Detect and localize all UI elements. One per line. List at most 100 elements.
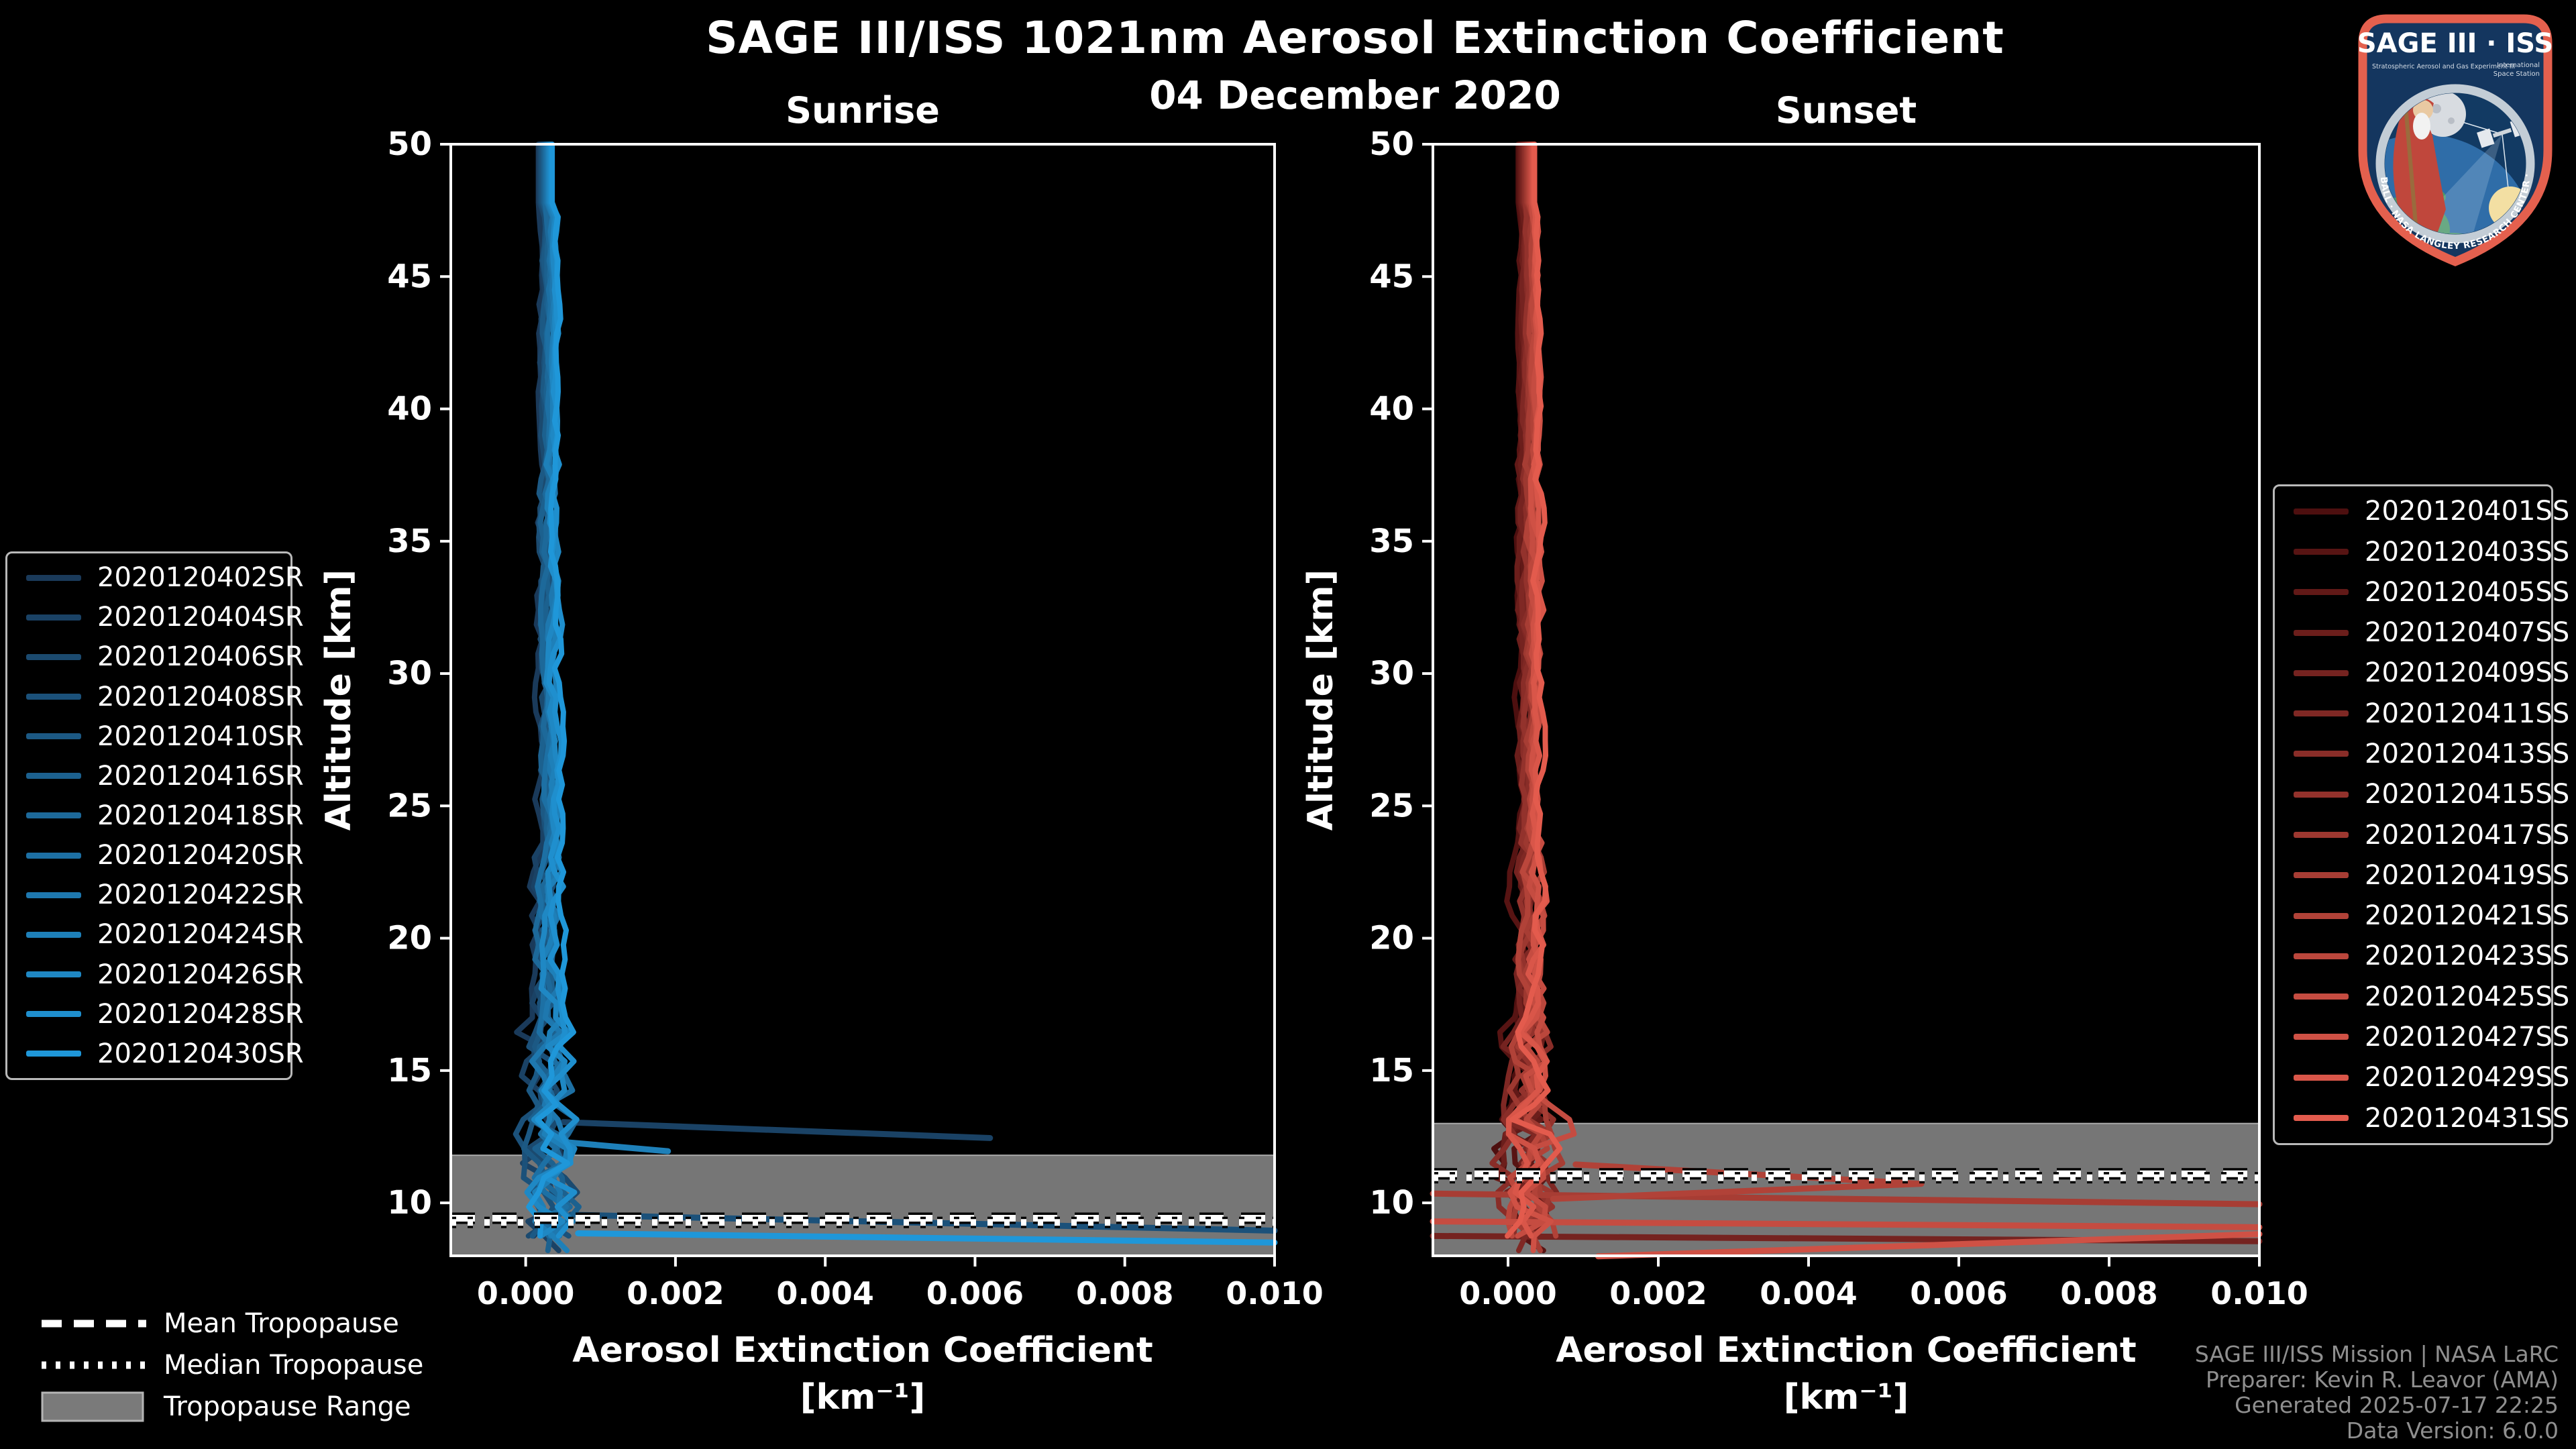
legend-item: 2020120410SR xyxy=(7,721,304,752)
legend-box-sunset: 2020120401SS 2020120403SS 2020120405SS 2020… xyxy=(2273,484,2569,1145)
legend-label: 2020120420SR xyxy=(97,840,304,871)
legend-item: 2020120401SS xyxy=(2275,496,2569,527)
patch-subtitle-right1: International xyxy=(2497,62,2540,69)
legend-swatch xyxy=(26,852,81,859)
profile-line-2020120431SS xyxy=(1505,142,1563,1239)
legend-label: 2020120429SS xyxy=(2365,1062,2570,1093)
y-tick-label: 35 xyxy=(387,523,432,560)
legend-item: 2020120429SS xyxy=(2275,1062,2569,1093)
legend-swatch xyxy=(2294,832,2349,839)
legend-swatch xyxy=(2294,994,2349,1000)
y-axis-label: Altitude [km] xyxy=(1301,570,1341,831)
panel-title-sunrise: Sunrise xyxy=(786,89,940,131)
legend-item: 2020120426SR xyxy=(7,959,304,990)
legend-label: 2020120416SR xyxy=(97,760,304,792)
legend-label: 2020120411SS xyxy=(2365,698,2570,729)
y-tick-label: 25 xyxy=(387,787,432,824)
legend-swatch xyxy=(2294,1034,2349,1040)
y-tick-label: 35 xyxy=(1369,523,1414,560)
y-tick-label: 15 xyxy=(1369,1052,1414,1089)
legend-swatch xyxy=(26,773,81,780)
x-tick-label: 0.006 xyxy=(926,1275,1024,1311)
legend-swatch xyxy=(2294,669,2349,676)
tropopause-range-label: Tropopause Range xyxy=(164,1391,411,1422)
panel-title-sunset: Sunset xyxy=(1776,89,1917,131)
x-tick-label: 0.002 xyxy=(1609,1275,1707,1311)
legend-label: 2020120402SR xyxy=(97,562,304,594)
legend-item: 2020120408SR xyxy=(7,682,304,712)
y-tick-label: 20 xyxy=(387,920,432,957)
legend-swatch xyxy=(2294,912,2349,919)
x-tick-label: 0.000 xyxy=(477,1275,575,1311)
legend-label: 2020120425SS xyxy=(2365,981,2570,1012)
legend-swatch xyxy=(26,574,81,581)
legend-label: 2020120405SS xyxy=(2365,576,2570,608)
footer-line: SAGE III/ISS Mission | NASA LaRC xyxy=(2194,1341,2559,1367)
legend-item: 2020120428SR xyxy=(7,999,304,1030)
x-axis-units-label: [km⁻¹] xyxy=(800,1377,926,1417)
y-tick-label: 50 xyxy=(1369,125,1414,163)
y-axis-label: Altitude [km] xyxy=(319,570,359,831)
legend-swatch xyxy=(2294,549,2349,555)
profile-line-2020120430SR xyxy=(526,142,576,1239)
patch-earth xyxy=(2385,134,2526,234)
legend-swatch xyxy=(26,694,81,700)
median-tropopause-legend-item: Median Tropopause xyxy=(40,1344,423,1386)
legend-swatch xyxy=(26,653,81,660)
legend-item: 2020120425SS xyxy=(2275,981,2569,1012)
legend-label: 2020120422SR xyxy=(97,879,304,911)
legend-item: 2020120415SS xyxy=(2275,779,2569,810)
plot-border xyxy=(1432,143,2261,1257)
profile-segment-2020120425SS xyxy=(1430,1218,2263,1230)
x-tick-label: 0.010 xyxy=(2210,1275,2308,1311)
tropopause-range-legend-item: Tropopause Range xyxy=(40,1386,423,1428)
legend-label: 2020120424SR xyxy=(97,919,304,951)
legend-item: 2020120405SS xyxy=(2275,577,2569,608)
y-tick-label: 45 xyxy=(387,258,432,295)
y-tick-label: 20 xyxy=(1369,920,1414,957)
legend-swatch xyxy=(2294,1115,2349,1121)
legend-swatch xyxy=(26,1011,81,1018)
tropopause-range-swatch xyxy=(40,1391,148,1423)
profile-segment-2020120424SR xyxy=(559,1138,672,1155)
y-tick-label: 30 xyxy=(387,655,432,692)
legend-item: 2020120413SS xyxy=(2275,739,2569,769)
y-tick-label: 30 xyxy=(1369,655,1414,692)
legend-swatch xyxy=(26,812,81,819)
legend-item: 2020120422SR xyxy=(7,879,304,910)
y-tick-label: 40 xyxy=(387,390,432,428)
legend-label: 2020120428SR xyxy=(97,998,304,1030)
legend-item: 2020120431SS xyxy=(2275,1103,2569,1134)
legend-swatch xyxy=(26,892,81,898)
legend-label: 2020120404SR xyxy=(97,602,304,633)
legend-swatch xyxy=(26,614,81,621)
profile-segment-2020120427SS xyxy=(1595,1231,2263,1260)
legend-label: 2020120403SS xyxy=(2365,536,2570,568)
legend-swatch xyxy=(26,1051,81,1057)
patch-subtitle-left: Stratospheric Aerosol and Gas Experiment… xyxy=(2372,63,2515,70)
x-tick-label: 0.010 xyxy=(1226,1275,1324,1311)
legend-label: 2020120430SR xyxy=(97,1038,304,1069)
legend-item: 2020120406SR xyxy=(7,641,304,672)
patch-sage-figure xyxy=(2393,93,2446,234)
legend-label: 2020120417SS xyxy=(2365,819,2570,851)
x-tick-label: 0.004 xyxy=(776,1275,874,1311)
sunset-plot-area: 0.000 0.002 0.004 0.006 0.008 0.010 10 15 20 25 30… xyxy=(1301,89,2308,1417)
legend-label: 2020120408SR xyxy=(97,681,304,712)
y-tick-label: 10 xyxy=(387,1184,432,1222)
x-tick-label: 0.000 xyxy=(1459,1275,1557,1311)
mean-tropopause-legend-item: Mean Tropopause xyxy=(40,1303,423,1344)
x-tick-label: 0.002 xyxy=(627,1275,724,1311)
median-tropopause-swatch xyxy=(40,1358,148,1373)
legend-swatch xyxy=(2294,629,2349,636)
legend-swatch xyxy=(2294,751,2349,757)
legend-swatch xyxy=(26,971,81,978)
mission-patch-logo: SAGE III · ISS Stratospheric Aerosol and… xyxy=(2339,0,2568,274)
footer-line: Preparer: Kevin R. Leavor (AMA) xyxy=(2206,1366,2559,1393)
legend-swatch xyxy=(2294,1074,2349,1081)
legend-label: 2020120418SR xyxy=(97,800,304,831)
legend-item: 2020120424SR xyxy=(7,919,304,950)
legend-label: 2020120406SR xyxy=(97,641,304,673)
legend-swatch xyxy=(26,931,81,938)
